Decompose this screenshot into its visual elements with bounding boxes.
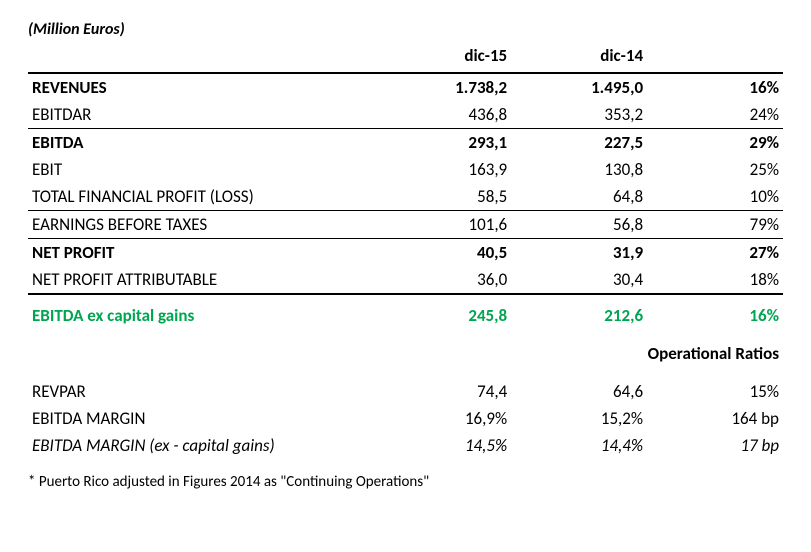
row-label: NET PROFIT [28, 239, 375, 267]
row-value: 293,1 [375, 129, 511, 157]
financial-table: dic-15 dic-14 REVENUES1.738,21.495,016%E… [28, 43, 783, 459]
table-row: TOTAL FINANCIAL PROFIT (LOSS)58,564,810% [28, 183, 783, 211]
row-value: 10% [647, 183, 783, 211]
row-value: 353,2 [511, 101, 647, 129]
col-header-change [647, 43, 783, 73]
row-value: 36,0 [375, 266, 511, 294]
section-title: Operational Ratios [28, 329, 783, 378]
row-value: 130,8 [511, 156, 647, 183]
row-value: 31,9 [511, 239, 647, 267]
row-value: 18% [647, 266, 783, 294]
row-value: 56,8 [511, 211, 647, 239]
row-value: 64,8 [511, 183, 647, 211]
row-label: REVPAR [28, 378, 375, 405]
row-value: 245,8 [375, 294, 511, 329]
row-label: EBITDA ex capital gains [28, 294, 375, 329]
row-value: 25% [647, 156, 783, 183]
table-row: EBITDA293,1227,529% [28, 129, 783, 157]
table-row: EBITDA MARGIN16,9%15,2%164 bp [28, 405, 783, 432]
row-value: 16,9% [375, 405, 511, 432]
row-label: EARNINGS BEFORE TAXES [28, 211, 375, 239]
table-header-row: dic-15 dic-14 [28, 43, 783, 73]
table-row: EBITDA ex capital gains245,8212,616% [28, 294, 783, 329]
row-value: 14,5% [375, 432, 511, 459]
row-value: 79% [647, 211, 783, 239]
row-value: 164 bp [647, 405, 783, 432]
row-value: 64,6 [511, 378, 647, 405]
row-value: 17 bp [647, 432, 783, 459]
table-row: EBIT163,9130,825% [28, 156, 783, 183]
table-row: NET PROFIT ATTRIBUTABLE36,030,418% [28, 266, 783, 294]
row-value: 212,6 [511, 294, 647, 329]
row-value: 15% [647, 378, 783, 405]
row-value: 29% [647, 129, 783, 157]
row-value: 30,4 [511, 266, 647, 294]
row-value: 1.738,2 [375, 73, 511, 101]
table-subtitle: (Million Euros) [28, 20, 783, 39]
row-label: REVENUES [28, 73, 375, 101]
row-value: 74,4 [375, 378, 511, 405]
row-value: 101,6 [375, 211, 511, 239]
row-label: EBITDAR [28, 101, 375, 129]
table-row: EBITDAR436,8353,224% [28, 101, 783, 129]
table-row: NET PROFIT40,531,927% [28, 239, 783, 267]
table-row: REVENUES1.738,21.495,016% [28, 73, 783, 101]
row-value: 227,5 [511, 129, 647, 157]
row-label: EBITDA MARGIN (ex - capital gains) [28, 432, 375, 459]
row-label: EBITDA [28, 129, 375, 157]
row-value: 40,5 [375, 239, 511, 267]
row-value: 16% [647, 73, 783, 101]
row-value: 1.495,0 [511, 73, 647, 101]
footnote: * Puerto Rico adjusted in Figures 2014 a… [28, 473, 783, 491]
col-header-label [28, 43, 375, 73]
row-label: EBIT [28, 156, 375, 183]
table-row: EBITDA MARGIN (ex - capital gains)14,5%1… [28, 432, 783, 459]
row-value: 27% [647, 239, 783, 267]
row-value: 16% [647, 294, 783, 329]
row-value: 58,5 [375, 183, 511, 211]
row-label: EBITDA MARGIN [28, 405, 375, 432]
row-value: 14,4% [511, 432, 647, 459]
row-value: 163,9 [375, 156, 511, 183]
row-value: 15,2% [511, 405, 647, 432]
row-value: 436,8 [375, 101, 511, 129]
row-label: TOTAL FINANCIAL PROFIT (LOSS) [28, 183, 375, 211]
table-row: REVPAR74,464,615% [28, 378, 783, 405]
table-row: EARNINGS BEFORE TAXES101,656,879% [28, 211, 783, 239]
row-label: NET PROFIT ATTRIBUTABLE [28, 266, 375, 294]
col-header-dic14: dic-14 [511, 43, 647, 73]
row-value: 24% [647, 101, 783, 129]
col-header-dic15: dic-15 [375, 43, 511, 73]
